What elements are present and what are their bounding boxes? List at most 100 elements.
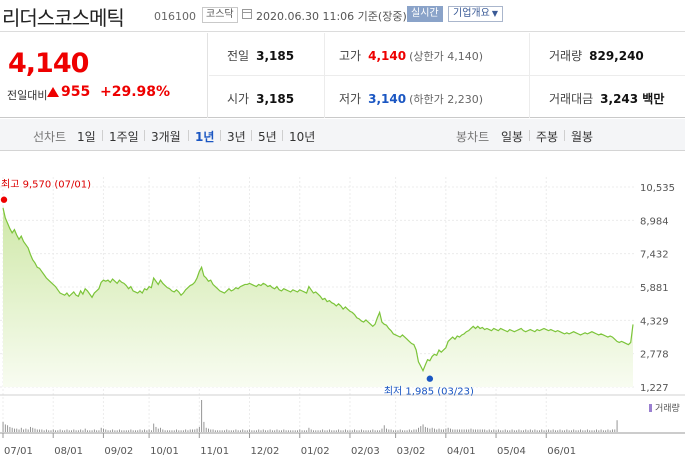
metric-sub: (상한가 4,140) [409, 50, 483, 63]
volume-bar [475, 429, 476, 432]
volume-bar [217, 430, 219, 432]
volume-bar [178, 430, 180, 432]
volume-bar [511, 429, 513, 432]
volume-bar [376, 430, 378, 432]
metric-label: 저가 [339, 92, 362, 106]
volume-bar [48, 430, 50, 432]
realtime-button[interactable]: 실시간 [407, 6, 443, 22]
volume-bar [91, 430, 93, 432]
volume-bar [121, 430, 123, 432]
volume-bar [294, 430, 296, 432]
candle-tab-monthly[interactable]: 월봉 [571, 130, 594, 144]
volume-bar [422, 424, 424, 432]
volume-bar [55, 430, 56, 432]
tab-separator [188, 130, 189, 141]
x-tick-label: 02/03 [351, 446, 380, 457]
volume-bar [434, 428, 435, 432]
period-tab-3y[interactable]: 3년 [227, 130, 246, 144]
volume-legend-label: 거래량 [655, 402, 680, 414]
volume-bar [281, 430, 282, 432]
volume-bar [192, 429, 193, 432]
volume-bar [160, 427, 161, 432]
volume-bar [239, 430, 241, 432]
tab-separator [251, 130, 252, 141]
volume-bar [518, 429, 520, 432]
volume-bar [123, 430, 125, 432]
stock-header: 리더스코스메틱 016100 코스닥 2020.06.30 11:06 기준(장… [0, 0, 685, 32]
metric-open: 시가 3,185 [227, 90, 294, 107]
volume-bar [418, 427, 419, 432]
volume-bar [570, 430, 572, 432]
volume-bar [488, 429, 490, 432]
volume-bar [68, 430, 70, 432]
candle-tab-weekly[interactable]: 주봉 [536, 130, 559, 144]
volume-bar [96, 430, 98, 432]
volume-bar [29, 426, 31, 432]
volume-bar [370, 430, 371, 432]
volume-bar [201, 400, 203, 432]
metrics-grid: 전일 3,185 고가 4,140 (상한가 4,140) 거래량 829,240 시가… [209, 33, 685, 118]
volume-bar [103, 428, 104, 432]
period-tab-1d[interactable]: 1일 [77, 130, 96, 144]
x-tick-label: 03/02 [397, 446, 426, 457]
volume-bar [356, 430, 358, 432]
candle-tab-daily[interactable]: 일봉 [501, 130, 524, 144]
metric-label: 고가 [339, 49, 362, 63]
price-area-fill [3, 207, 633, 387]
volume-bar [242, 429, 244, 432]
volume-bar [383, 425, 385, 432]
tab-separator [564, 130, 565, 141]
volume-bar [303, 430, 305, 432]
x-tick-label: 01/02 [301, 446, 330, 457]
company-overview-dropdown[interactable]: 기업개요 ▼ [448, 6, 503, 22]
volume-bar [324, 430, 326, 432]
volume-bar [41, 429, 43, 432]
volume-bar [347, 430, 349, 432]
volume-bar [351, 430, 353, 432]
volume-bar [292, 430, 294, 432]
volume-bar [472, 429, 474, 432]
volume-bar [230, 430, 232, 432]
volume-bar [253, 430, 255, 432]
volume-bar [317, 430, 319, 432]
volume-bar [27, 429, 29, 432]
volume-bar [187, 430, 189, 432]
y-tick-label: 4,329 [640, 316, 669, 327]
volume-bar [331, 430, 333, 432]
volume-bar [315, 430, 317, 432]
volume-bar [529, 429, 531, 432]
period-tab-1w[interactable]: 1주일 [109, 130, 139, 144]
high-marker [0, 196, 8, 203]
x-tick-label: 04/01 [447, 446, 476, 457]
volume-bar [198, 426, 200, 432]
period-tab-1y[interactable]: 1년 [195, 130, 215, 144]
volume-bar [162, 429, 164, 432]
metric-label: 시가 [227, 92, 250, 106]
volume-bar [454, 429, 456, 432]
volume-bar [228, 430, 230, 432]
volume-bar [244, 430, 246, 432]
volume-bar [413, 429, 415, 432]
volume-bar [205, 427, 207, 432]
volume-bar [449, 428, 451, 432]
metric-high: 고가 4,140 (상한가 4,140) [339, 47, 483, 64]
volume-bar [395, 430, 397, 432]
volume-bar [169, 430, 171, 432]
volume-bar [87, 430, 88, 432]
period-tab-5y[interactable]: 5년 [258, 130, 277, 144]
period-tab-3m[interactable]: 3개월 [151, 130, 181, 144]
x-tick-label: 10/01 [150, 446, 179, 457]
period-tab-10y[interactable]: 10년 [289, 130, 316, 144]
volume-bar [397, 430, 399, 432]
volume-bar [379, 430, 381, 432]
volume-bar [493, 429, 495, 432]
volume-bar [219, 430, 221, 432]
y-tick-label: 1,227 [640, 383, 669, 394]
volume-bar [285, 430, 287, 432]
metric-label: 거래대금 [549, 92, 594, 106]
volume-bar [525, 429, 527, 432]
metric-value: 3,185 [256, 49, 295, 63]
low-marker [426, 375, 434, 382]
volume-bar [221, 430, 223, 432]
metrics-col-divider [529, 33, 530, 118]
